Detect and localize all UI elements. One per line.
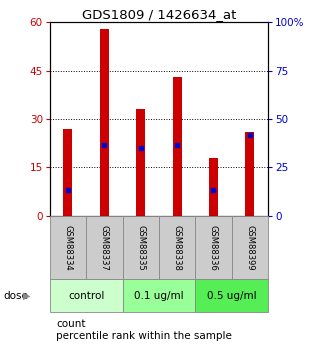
Text: GSM88338: GSM88338 bbox=[173, 225, 182, 270]
FancyBboxPatch shape bbox=[159, 216, 195, 279]
Bar bbox=[136, 109, 145, 216]
Bar bbox=[100, 29, 109, 216]
Text: GSM88399: GSM88399 bbox=[245, 225, 254, 270]
Bar bbox=[245, 132, 254, 216]
Text: 0.1 ug/ml: 0.1 ug/ml bbox=[134, 291, 184, 301]
Text: GSM88337: GSM88337 bbox=[100, 225, 109, 270]
FancyBboxPatch shape bbox=[50, 279, 123, 312]
Text: count: count bbox=[56, 319, 86, 329]
Text: ▶: ▶ bbox=[23, 291, 31, 301]
FancyBboxPatch shape bbox=[195, 216, 232, 279]
Text: GSM88336: GSM88336 bbox=[209, 225, 218, 270]
Text: control: control bbox=[68, 291, 104, 301]
Text: GSM88335: GSM88335 bbox=[136, 225, 145, 270]
FancyBboxPatch shape bbox=[123, 216, 159, 279]
FancyBboxPatch shape bbox=[232, 216, 268, 279]
FancyBboxPatch shape bbox=[50, 216, 86, 279]
FancyBboxPatch shape bbox=[123, 279, 195, 312]
Bar bbox=[209, 158, 218, 216]
Bar bbox=[172, 77, 182, 216]
Text: percentile rank within the sample: percentile rank within the sample bbox=[56, 332, 232, 341]
Text: dose: dose bbox=[3, 291, 28, 301]
FancyBboxPatch shape bbox=[86, 216, 123, 279]
Title: GDS1809 / 1426634_at: GDS1809 / 1426634_at bbox=[82, 8, 236, 21]
Bar bbox=[63, 129, 73, 216]
Text: GSM88334: GSM88334 bbox=[64, 225, 73, 270]
Text: 0.5 ug/ml: 0.5 ug/ml bbox=[207, 291, 256, 301]
FancyBboxPatch shape bbox=[195, 279, 268, 312]
